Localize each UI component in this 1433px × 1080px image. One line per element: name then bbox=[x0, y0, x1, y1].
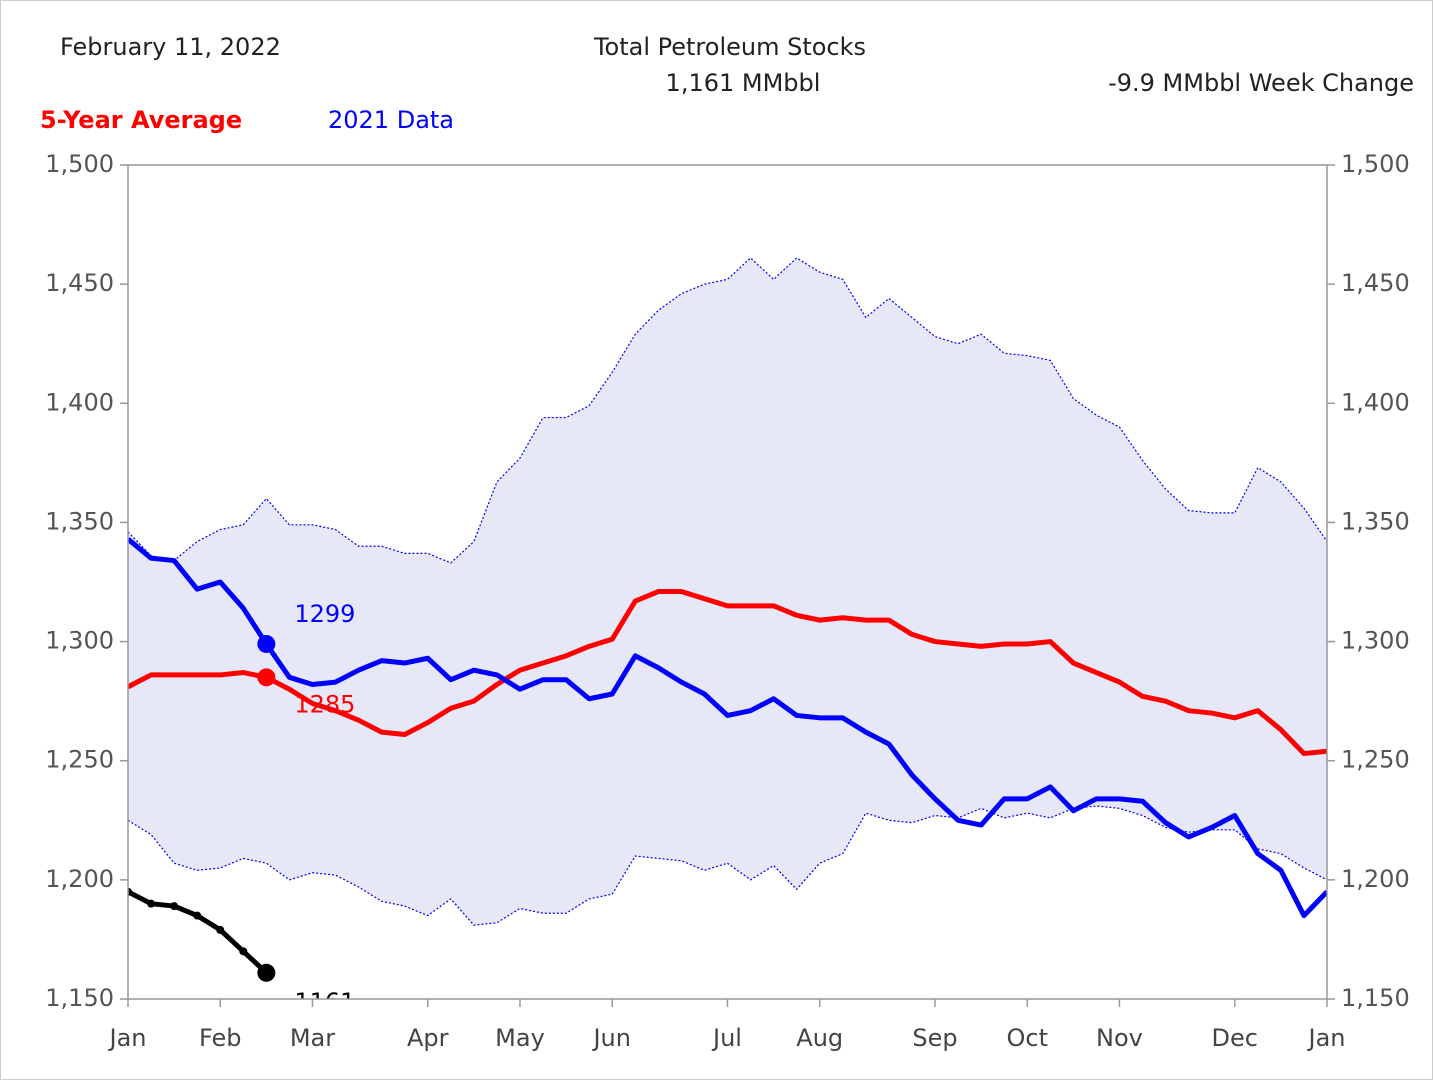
y-tick-label: 1,450 bbox=[45, 269, 114, 297]
date: February 11, 2022 bbox=[60, 33, 281, 61]
y-tick-label: 1,150 bbox=[45, 984, 114, 1012]
y2-tick-label: 1,500 bbox=[1341, 150, 1410, 178]
x-tick-label: Feb bbox=[199, 1024, 242, 1052]
x-tick-label: May bbox=[495, 1024, 545, 1052]
point bbox=[239, 947, 248, 956]
x-tick-label: Dec bbox=[1212, 1024, 1258, 1052]
data-label: 1161 bbox=[294, 988, 355, 1016]
data-label: 1285 bbox=[294, 690, 355, 718]
y-tick-label: 1,250 bbox=[45, 746, 114, 774]
y2-tick-label: 1,250 bbox=[1341, 746, 1410, 774]
y2-tick-label: 1,350 bbox=[1341, 507, 1410, 535]
x-tick-label: Jan bbox=[108, 1024, 147, 1052]
label-point bbox=[257, 668, 276, 687]
y-tick-label: 1,300 bbox=[45, 627, 114, 655]
label-point bbox=[257, 963, 276, 982]
annotation: -9.9 MMbbl Week Change bbox=[1108, 69, 1414, 97]
y-tick-label: 1,200 bbox=[45, 865, 114, 893]
point bbox=[216, 925, 225, 934]
x-tick-label: Jul bbox=[711, 1024, 742, 1052]
y2-tick-label: 1,300 bbox=[1341, 627, 1410, 655]
y2-tick-label: 1,150 bbox=[1341, 984, 1410, 1012]
y-tick-label: 1,500 bbox=[45, 150, 114, 178]
x-tick-label: Oct bbox=[1007, 1024, 1049, 1052]
legend-entry: 5-Year Average bbox=[40, 106, 242, 134]
point bbox=[128, 887, 132, 896]
point bbox=[193, 911, 202, 920]
x-tick-label: Aug bbox=[796, 1024, 843, 1052]
range-lower bbox=[128, 805, 1327, 926]
range-band bbox=[128, 257, 1327, 926]
range-upper bbox=[128, 257, 1327, 564]
legend-entry: 2021 Data bbox=[328, 106, 454, 134]
y-tick-label: 1,400 bbox=[45, 388, 114, 416]
y2-tick-label: 1,400 bbox=[1341, 388, 1410, 416]
series-line bbox=[128, 537, 1327, 919]
chart-title: Total Petroleum Stocks bbox=[593, 33, 866, 61]
x-tick-label: Mar bbox=[290, 1024, 335, 1052]
y2-tick-label: 1,450 bbox=[1341, 269, 1410, 297]
series-line bbox=[128, 589, 1327, 757]
x-tick-label: Sep bbox=[912, 1024, 957, 1052]
subtitle: 1,161 MMbbl bbox=[666, 69, 821, 97]
x-tick-label: Jan bbox=[1307, 1024, 1346, 1052]
label-point bbox=[257, 634, 276, 653]
point bbox=[170, 902, 179, 911]
point bbox=[147, 899, 156, 908]
y-tick-label: 1,350 bbox=[45, 507, 114, 535]
y2-tick-label: 1,200 bbox=[1341, 865, 1410, 893]
x-tick-label: Jun bbox=[591, 1024, 631, 1052]
x-tick-label: Apr bbox=[407, 1024, 449, 1052]
x-tick-label: Nov bbox=[1096, 1024, 1143, 1052]
data-label: 1299 bbox=[294, 600, 355, 628]
plot: 1285 1299 1161 bbox=[128, 257, 1327, 1016]
